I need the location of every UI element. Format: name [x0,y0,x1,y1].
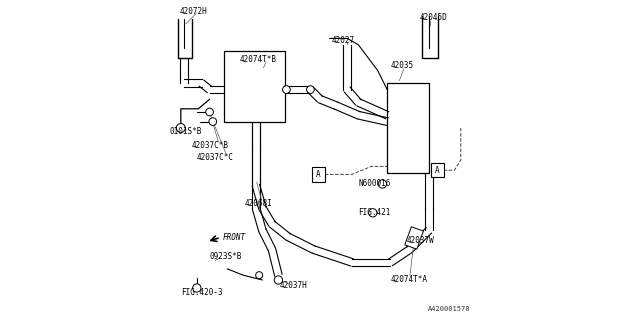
Text: 42068I: 42068I [245,199,273,208]
Bar [431,163,444,177]
Text: N600016: N600016 [358,179,391,188]
Text: 42074T*A: 42074T*A [390,275,428,284]
Circle shape [193,284,201,292]
Circle shape [255,272,262,279]
Text: FIG.421: FIG.421 [358,208,391,217]
Circle shape [378,180,387,188]
Text: 42072H: 42072H [179,7,207,16]
Bar [405,227,424,249]
Circle shape [177,124,186,132]
Text: 42037H: 42037H [280,281,308,290]
Text: FRONT: FRONT [223,233,246,242]
Text: 42035: 42035 [390,61,413,70]
Circle shape [206,108,214,116]
Text: 42027: 42027 [332,36,355,44]
Circle shape [369,209,377,217]
Text: FIG.420-3: FIG.420-3 [181,288,223,297]
Bar [224,51,285,122]
Text: 42074T*B: 42074T*B [240,55,277,64]
Bar [387,83,429,173]
Text: 0923S*B: 0923S*B [210,252,242,261]
Bar [312,167,325,182]
Circle shape [307,86,314,93]
Text: A: A [435,166,440,175]
Circle shape [283,86,290,93]
Text: 0101S*B: 0101S*B [170,127,202,136]
Circle shape [274,276,283,284]
Text: 42037C*C: 42037C*C [197,153,234,162]
Circle shape [209,118,216,125]
Text: 42037C*B: 42037C*B [192,141,229,150]
Text: 42045D: 42045D [419,13,447,22]
Text: A420001570: A420001570 [428,306,470,312]
Text: 42037W: 42037W [406,236,434,245]
Text: A: A [316,170,321,179]
